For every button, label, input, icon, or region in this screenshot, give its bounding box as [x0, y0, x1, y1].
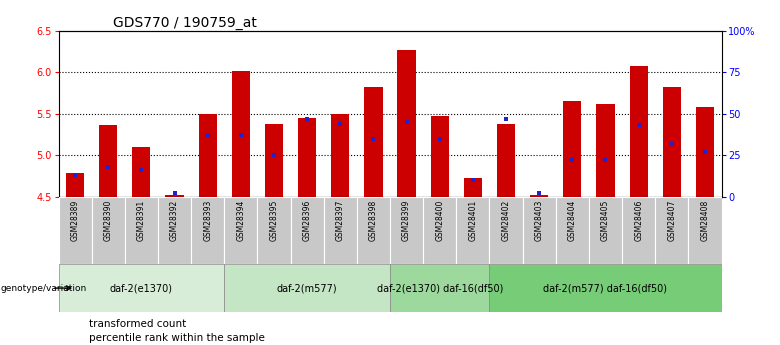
Bar	[225, 264, 390, 312]
Bar	[589, 197, 622, 264]
Bar	[58, 197, 92, 264]
Bar	[398, 50, 416, 197]
Bar	[356, 197, 390, 264]
Text: GSM28390: GSM28390	[104, 200, 113, 242]
Bar	[225, 197, 257, 264]
Text: percentile rank within the sample: percentile rank within the sample	[89, 333, 264, 343]
Bar	[165, 195, 183, 197]
Text: transformed count: transformed count	[89, 319, 186, 329]
Bar	[431, 116, 448, 197]
Text: GSM28408: GSM28408	[700, 200, 710, 241]
Text: GSM28398: GSM28398	[369, 200, 378, 241]
Text: GSM28393: GSM28393	[203, 200, 212, 242]
Text: GSM28392: GSM28392	[170, 200, 179, 241]
Text: genotype/variation: genotype/variation	[1, 284, 87, 293]
Bar	[290, 197, 324, 264]
Text: daf-2(m577) daf-16(df50): daf-2(m577) daf-16(df50)	[544, 283, 668, 293]
Text: GSM28404: GSM28404	[568, 200, 577, 242]
Text: GSM28389: GSM28389	[70, 200, 80, 241]
Bar	[324, 197, 356, 264]
Bar	[629, 66, 647, 197]
Bar	[497, 124, 515, 197]
Text: GSM28403: GSM28403	[534, 200, 544, 242]
Bar	[58, 264, 225, 312]
Text: GSM28400: GSM28400	[435, 200, 445, 242]
Bar	[199, 114, 217, 197]
Text: daf-2(m577): daf-2(m577)	[277, 283, 338, 293]
Bar	[66, 174, 84, 197]
Bar	[456, 197, 490, 264]
Bar	[530, 195, 548, 197]
Bar	[490, 197, 523, 264]
Bar	[696, 107, 714, 197]
Bar	[257, 197, 290, 264]
Bar	[563, 101, 581, 197]
Bar	[622, 197, 655, 264]
Bar	[689, 197, 722, 264]
Bar	[390, 264, 490, 312]
Bar	[232, 71, 250, 197]
Text: GSM28394: GSM28394	[236, 200, 246, 242]
Text: daf-2(e1370) daf-16(df50): daf-2(e1370) daf-16(df50)	[377, 283, 503, 293]
Text: GSM28397: GSM28397	[335, 200, 345, 242]
Bar	[597, 104, 615, 197]
Text: GSM28402: GSM28402	[502, 200, 511, 241]
Text: GSM28407: GSM28407	[667, 200, 676, 242]
Bar	[191, 197, 225, 264]
Bar	[332, 114, 349, 197]
Text: GSM28401: GSM28401	[468, 200, 477, 241]
Bar	[663, 87, 681, 197]
Bar	[265, 124, 283, 197]
Text: GSM28396: GSM28396	[303, 200, 312, 242]
Bar	[158, 197, 191, 264]
Text: daf-2(e1370): daf-2(e1370)	[110, 283, 173, 293]
Bar	[92, 197, 125, 264]
Bar	[133, 147, 151, 197]
Bar	[423, 197, 456, 264]
Bar	[390, 197, 423, 264]
Text: GSM28405: GSM28405	[601, 200, 610, 242]
Text: GSM28395: GSM28395	[269, 200, 278, 242]
Bar	[490, 264, 722, 312]
Bar	[298, 118, 316, 197]
Bar	[125, 197, 158, 264]
Bar	[364, 87, 382, 197]
Text: GDS770 / 190759_at: GDS770 / 190759_at	[113, 16, 257, 30]
Text: GSM28391: GSM28391	[136, 200, 146, 241]
Bar	[523, 197, 555, 264]
Text: GSM28399: GSM28399	[402, 200, 411, 242]
Bar	[555, 197, 589, 264]
Bar	[655, 197, 689, 264]
Bar	[464, 178, 482, 197]
Text: GSM28406: GSM28406	[634, 200, 644, 242]
Bar	[99, 125, 117, 197]
